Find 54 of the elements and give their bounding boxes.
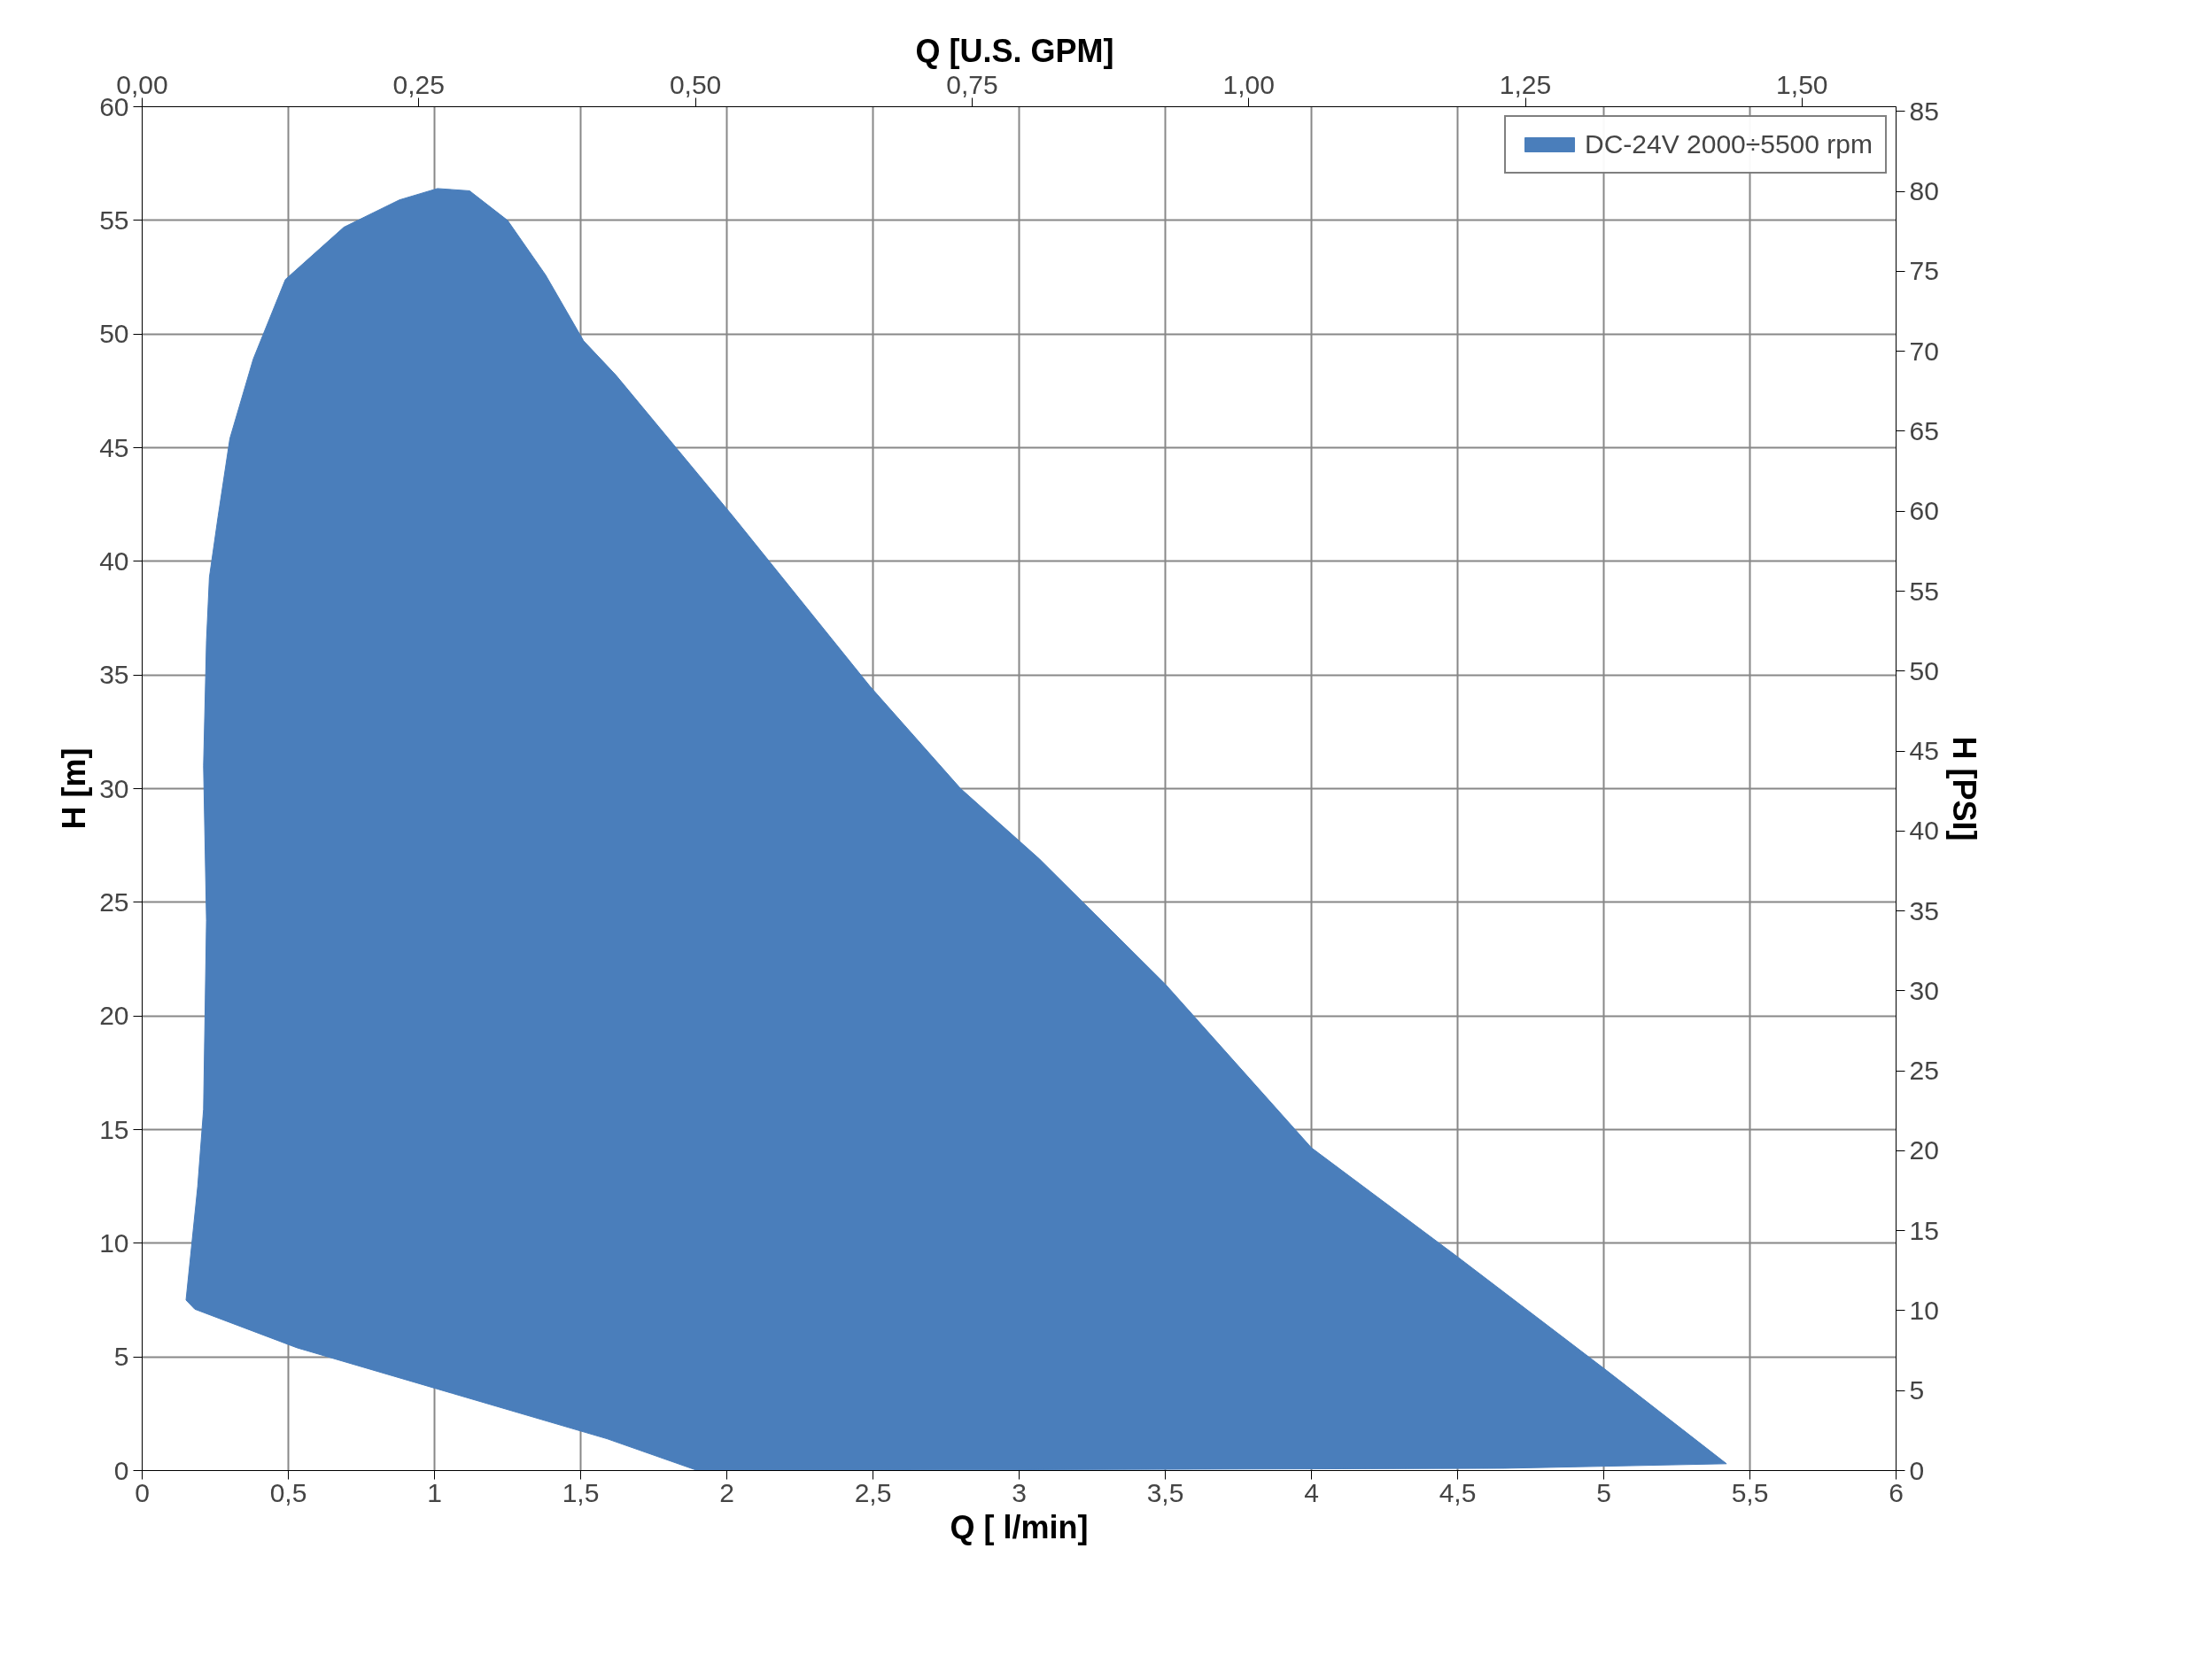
y2-tick-label: 70 [1909,336,1939,366]
x-tick-label: 1,5 [562,1477,600,1507]
x-tick-label: 3,5 [1146,1477,1184,1507]
y2-tick-label: 0 [1909,1455,1925,1485]
y2-tick-label: 5 [1909,1375,1925,1405]
y-tick-label: 25 [99,886,129,917]
x2-axis-title: Q [U.S. GPM] [915,32,1114,69]
x2-tick-label: 0,50 [669,69,722,99]
legend-label: DC-24V 2000÷5500 rpm [1585,129,1873,159]
x-tick-label: 5,5 [1731,1477,1769,1507]
y-tick-label: 10 [99,1227,129,1258]
y-tick-label: 0 [113,1455,129,1485]
x2-tick-label: 1,00 [1222,69,1275,99]
x-tick-label: 0,5 [269,1477,307,1507]
y-tick-label: 50 [99,319,129,349]
x2-tick-label: 1,50 [1776,69,1828,99]
y2-tick-label: 15 [1909,1215,1939,1245]
y-tick-label: 5 [113,1342,129,1372]
y2-tick-label: 65 [1909,415,1939,445]
y2-tick-label: 75 [1909,256,1939,286]
x-tick-label: 4,5 [1439,1477,1477,1507]
y2-tick-label: 40 [1909,816,1939,846]
y2-tick-label: 45 [1909,736,1939,766]
x-tick-label: 1 [427,1477,442,1507]
x2-tick-label: 1,25 [1499,69,1552,99]
y2-tick-label: 55 [1909,576,1939,606]
y-tick-label: 35 [99,660,129,690]
y-tick-label: 30 [99,773,129,803]
y2-tick-label: 60 [1909,496,1939,526]
y2-tick-label: 30 [1909,975,1939,1005]
y2-tick-label: 80 [1909,176,1939,206]
x-tick-label: 2 [719,1477,734,1507]
y2-tick-label: 50 [1909,655,1939,685]
y2-tick-label: 25 [1909,1056,1939,1086]
y-axis-title: H [m] [56,747,93,830]
x-tick-label: 0 [135,1477,150,1507]
y2-tick-label: 35 [1909,895,1939,925]
x-axis-title: Q [ l/min] [950,1508,1089,1545]
x-tick-label: 3 [1012,1477,1027,1507]
x-tick-label: 2,5 [854,1477,892,1507]
y2-tick-label: 85 [1909,96,1939,126]
y2-axis-title: H [PSI] [1945,736,1982,841]
x-tick-label: 6 [1889,1477,1904,1507]
y-tick-label: 45 [99,432,129,462]
x-tick-label: 4 [1304,1477,1319,1507]
y-tick-label: 15 [99,1114,129,1144]
y-tick-label: 20 [99,1001,129,1031]
x-tick-label: 5 [1596,1477,1611,1507]
x2-tick-label: 0,25 [392,69,445,99]
y2-tick-label: 20 [1909,1135,1939,1165]
y-tick-label: 40 [99,546,129,576]
y-tick-label: 55 [99,205,129,235]
y2-tick-label: 10 [1909,1295,1939,1325]
x2-tick-label: 0,75 [946,69,998,99]
